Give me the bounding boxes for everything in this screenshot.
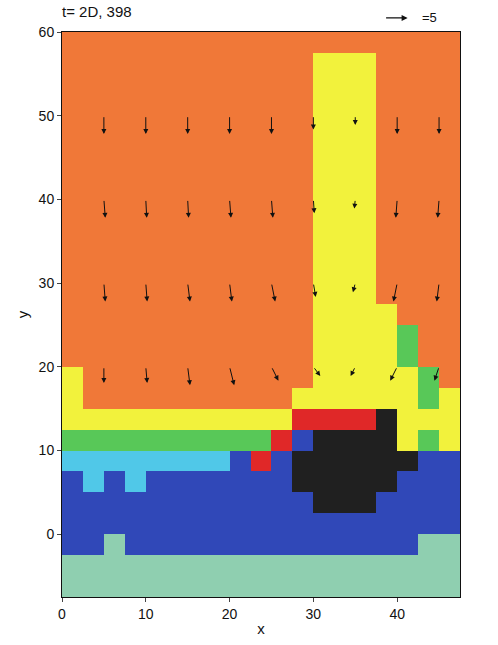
svg-text:40: 40 <box>39 191 55 207</box>
svg-text:x: x <box>257 620 265 637</box>
svg-text:60: 60 <box>39 24 55 40</box>
svg-text:20: 20 <box>39 359 55 375</box>
svg-text:0: 0 <box>46 526 54 542</box>
svg-text:30: 30 <box>306 606 322 622</box>
svg-text:y: y <box>14 310 31 318</box>
svg-text:10: 10 <box>39 442 55 458</box>
svg-text:=5: =5 <box>422 10 437 25</box>
svg-text:30: 30 <box>39 275 55 291</box>
svg-text:t= 2D, 398: t= 2D, 398 <box>62 3 132 20</box>
svg-text:0: 0 <box>58 606 66 622</box>
svg-text:50: 50 <box>39 108 55 124</box>
svg-text:20: 20 <box>222 606 238 622</box>
svg-text:10: 10 <box>138 606 154 622</box>
svg-text:40: 40 <box>389 606 405 622</box>
